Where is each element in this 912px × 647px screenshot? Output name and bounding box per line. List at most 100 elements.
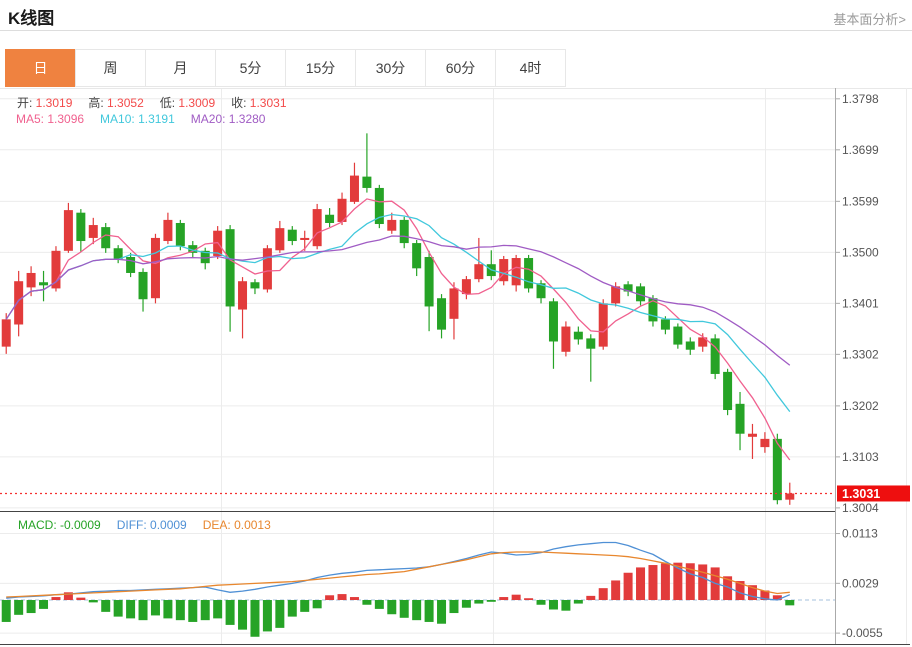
macd-bar [760,590,770,601]
candle-up [163,219,173,242]
candle-down [76,212,86,242]
macd-bar [660,563,670,601]
macd-bar [648,565,658,601]
macd-bar [461,600,471,608]
candle-up [1,319,11,347]
axis-label: 1.3401 [842,296,879,310]
axis-label: 0.0029 [842,576,879,590]
period-tabs: 日周月 5分 15分 30分 60分 4时 [5,49,566,87]
macd-bar [349,597,359,601]
ma5-line [5,198,791,461]
candle-down [138,271,148,300]
candle-up [262,248,272,290]
low-readout: 低: 1.3009 [159,96,216,110]
page-title: K线图 [8,9,55,28]
candle-up [349,175,359,202]
candle-down [412,243,422,269]
ma5-readout: MA5: 1.3096 [16,112,85,126]
ma10-line [5,213,791,412]
candle-up [312,209,322,247]
candle-down [660,319,670,330]
candle-up [88,225,98,238]
candle-down [673,326,683,345]
candle-down [250,282,260,289]
axis-label: 1.3103 [842,450,879,464]
macd-bar [374,600,384,609]
candle-up [238,281,248,310]
candle-up [611,286,621,304]
chart-area: 1.3798 1.3699 1.3599 1.3500 1.3401 1.3302 1.32… [0,88,912,647]
macd-bar [138,600,148,621]
macd-bar [200,600,210,621]
macd-bar [723,576,733,601]
candle-down [524,258,534,289]
macd-bar [698,564,708,601]
candle-up [150,237,160,299]
candle-down [39,282,49,286]
tab-5min[interactable]: 5分 [215,49,286,87]
candle-down [188,245,198,253]
kline-chart-canvas[interactable]: 1.3798 1.3699 1.3599 1.3500 1.3401 1.3302 1.32… [0,88,912,647]
macd-bar [1,600,11,622]
candle-down [113,248,123,260]
ma-lines-layer [5,198,791,461]
fundamental-analysis-link[interactable]: 基本面分析> [833,12,906,27]
macd-bar [51,597,61,601]
macd-bar [511,594,521,601]
candle-up [51,250,61,289]
macd-bar [150,600,160,616]
candle-down [735,403,745,434]
open-readout: 开: 1.3019 [17,96,73,110]
dea-line [6,551,790,598]
candle-up [449,288,459,319]
tab-60min[interactable]: 60分 [425,49,496,87]
macd-bar [126,600,136,619]
current-price-badge [837,485,910,502]
macd-bar [536,600,546,605]
macd-bar [524,598,534,601]
axis-label: 1.3004 [842,501,879,515]
macd-bar [26,600,36,614]
macd-bar [312,600,322,609]
candle-down [325,214,335,223]
candle-up [561,326,571,352]
ma10-readout: MA10: 1.3191 [100,112,175,126]
macd-bar [399,600,409,618]
macd-bar [548,600,558,610]
macd-bar [362,600,372,605]
diff-readout: DIFF: 0.0009 [116,518,187,532]
candle-down [573,331,583,340]
candle-down [287,229,297,242]
candle-down [772,438,782,501]
candle-up [785,493,795,500]
candle-down [710,338,720,374]
macd-bar [573,600,583,604]
macd-bar [213,600,223,619]
tab-4hour[interactable]: 4时 [495,49,566,87]
macd-bar [325,595,335,601]
macd-bar [250,600,260,637]
candle-down [723,371,733,411]
macd-bar [275,600,285,628]
candle-down [437,298,447,330]
ohlc-info: 开: 1.3019 高: 1.3052 低: 1.3009 收: 1.3031 [17,94,303,111]
tab-30min[interactable]: 30分 [355,49,426,87]
candle-down [225,229,235,307]
candle-up [275,228,285,251]
macd-bar [449,600,459,614]
current-price-label: 1.3031 [842,487,880,501]
ma20-readout: MA20: 1.3280 [190,112,266,126]
candle-up [337,198,347,222]
tab-month[interactable]: 月 [145,49,216,87]
tab-day[interactable]: 日 [5,49,76,87]
macd-bar [735,581,745,601]
macd-bar [561,600,571,611]
tab-15min[interactable]: 15分 [285,49,356,87]
macd-bar [163,600,173,619]
macd-bar [499,597,509,601]
axis-label: 1.3202 [842,399,879,413]
candle-up [14,281,24,325]
tab-week[interactable]: 周 [75,49,146,87]
macd-bar [225,600,235,625]
candle-down [424,256,434,307]
